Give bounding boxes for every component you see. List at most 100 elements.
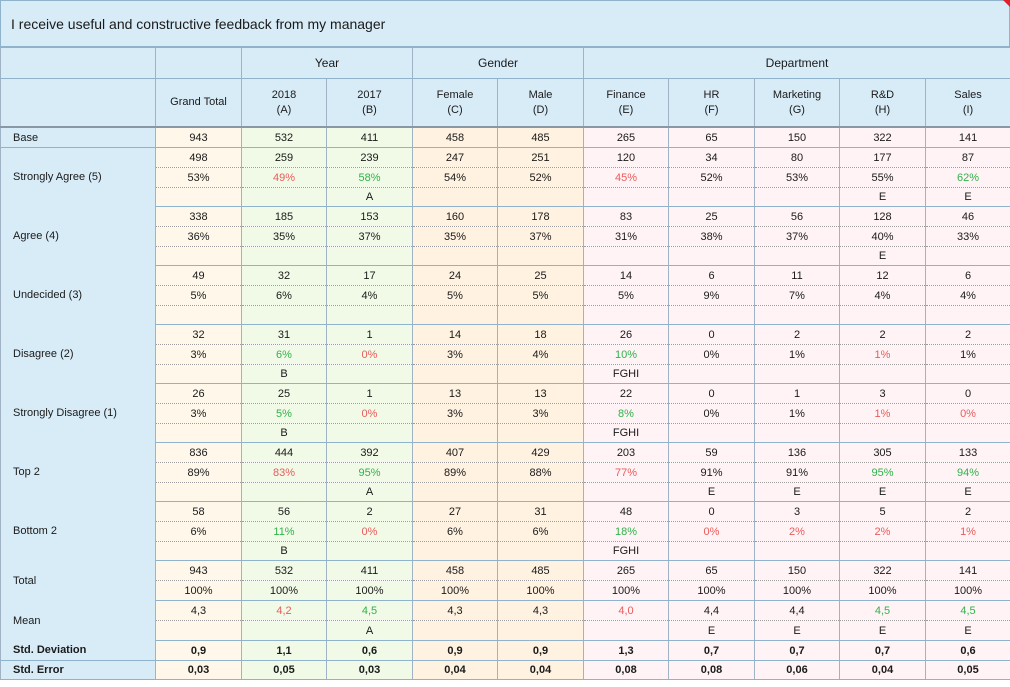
table-cell: 322 [839, 127, 926, 148]
table-cell [754, 541, 840, 561]
table-cell: 0% [326, 344, 413, 365]
corner-header-cell [0, 78, 156, 128]
table-cell: 37% [497, 226, 584, 247]
row-label[interactable]: Strongly Disagree (1) [0, 383, 156, 443]
table-cell: 25 [497, 265, 584, 286]
table-cell: 3% [155, 403, 242, 424]
table-cell: 11% [241, 521, 327, 542]
column-header-grand-total[interactable]: Grand Total [155, 78, 242, 128]
table-cell: 5% [241, 403, 327, 424]
row-label[interactable]: Base [0, 127, 156, 148]
table-row: B FGHI [1, 541, 1010, 561]
table-cell: 52% [668, 167, 755, 188]
table-cell: 100% [497, 580, 584, 601]
row-label[interactable]: Top 2 [0, 442, 156, 502]
table-cell: 203 [583, 442, 669, 463]
table-row [1, 305, 1010, 325]
table-cell: 6% [497, 521, 584, 542]
column-header-sales[interactable]: Sales (I) [924, 78, 1010, 128]
table-cell: 35% [412, 226, 498, 247]
row-label[interactable]: Agree (4) [0, 206, 156, 266]
table-cell: 31 [241, 324, 327, 345]
table-cell: 411 [326, 127, 413, 148]
table-cell [412, 423, 498, 443]
grand-total-group-cell [155, 47, 242, 79]
table-cell: 6% [241, 344, 327, 365]
table-cell: 265 [583, 560, 669, 581]
table-cell: 17 [326, 265, 413, 286]
table-cell: 120 [583, 147, 669, 168]
table-cell: 0,05 [241, 660, 327, 680]
table-cell: 53% [754, 167, 840, 188]
table-cell: B [241, 423, 327, 443]
table-cell: 407 [412, 442, 498, 463]
column-header-female[interactable]: Female (C) [412, 78, 498, 128]
table-cell: 485 [497, 560, 584, 581]
table-cell: 1% [924, 344, 1010, 365]
table-cell [583, 187, 669, 207]
table-row: 6% 11% 0% 6% 6% 18% 0% 2% 2% 1% [1, 521, 1010, 542]
table-cell: 34 [668, 147, 755, 168]
table-cell: 444 [241, 442, 327, 463]
table-cell: 177 [839, 147, 926, 168]
table-cell: 4% [497, 344, 584, 365]
table-cell: 836 [155, 442, 242, 463]
group-header-year[interactable]: Year [241, 47, 413, 79]
table-row: Bottom 2 58 56 2 27 31 48 0 3 5 2 [0, 501, 1010, 561]
table-cell: 3 [839, 383, 926, 404]
table-cell: 3% [412, 344, 498, 365]
table-cell: 12 [839, 265, 926, 286]
table-cell: 0,7 [754, 640, 840, 661]
column-header-male[interactable]: Male (D) [497, 78, 584, 128]
table-cell: 2% [754, 521, 840, 542]
row-label[interactable]: Bottom 2 [0, 501, 156, 561]
column-header-2017[interactable]: 2017 (B) [326, 78, 413, 128]
table-row: 100% 100% 100% 100% 100% 100% 100% 100% 100% 100% [1, 580, 1010, 601]
row-label[interactable]: Mean [0, 600, 156, 641]
table-cell: 3% [497, 403, 584, 424]
column-header-rnd[interactable]: R&D (H) [839, 78, 926, 128]
table-cell: 4,2 [241, 600, 327, 621]
table-cell: 532 [241, 560, 327, 581]
table-cell: 0% [668, 344, 755, 365]
group-header-gender[interactable]: Gender [412, 47, 584, 79]
table-cell: 48 [583, 501, 669, 522]
table-cell: 32 [241, 265, 327, 286]
table-cell: 0,03 [326, 660, 413, 680]
column-header-2018[interactable]: 2018 (A) [241, 78, 327, 128]
column-header-letter: (C) [447, 103, 463, 116]
table-cell: 25 [668, 206, 755, 227]
group-header-department[interactable]: Department [582, 47, 1010, 79]
column-header-hr[interactable]: HR (F) [668, 78, 755, 128]
table-cell: 458 [412, 127, 498, 148]
table-cell: 100% [839, 580, 926, 601]
table-cell: E [924, 620, 1010, 641]
row-label[interactable]: Total [0, 560, 156, 601]
row-label[interactable]: Strongly Agree (5) [0, 147, 156, 207]
table-row: B FGHI [1, 364, 1010, 384]
table-cell: 178 [497, 206, 584, 227]
row-label[interactable]: Std. Deviation [0, 640, 156, 661]
table-cell: 10% [583, 344, 669, 365]
table-cell: 1,1 [241, 640, 327, 661]
table-cell: 1 [326, 324, 413, 345]
column-header-name: Female [436, 88, 474, 101]
table-cell: 46 [924, 206, 1010, 227]
table-cell: 141 [924, 127, 1010, 148]
table-cell: 27 [412, 501, 498, 522]
row-label[interactable]: Std. Error [0, 660, 156, 680]
table-cell: B [241, 364, 327, 384]
table-cell: 25 [241, 383, 327, 404]
column-header-finance[interactable]: Finance (E) [583, 78, 669, 128]
table-cell [241, 482, 327, 502]
table-cell: 458 [412, 560, 498, 581]
row-label[interactable]: Undecided (3) [0, 265, 156, 325]
column-header-marketing[interactable]: Marketing (G) [754, 78, 840, 128]
table-row: E [1, 246, 1010, 266]
table-cell [497, 187, 584, 207]
table-cell: 18% [583, 521, 669, 542]
row-label[interactable]: Disagree (2) [0, 324, 156, 384]
crosstab-body: Base 943 532 411 458 485 265 65 150 322 141 Strongl… [0, 127, 1010, 680]
table-cell: 0,7 [668, 640, 755, 661]
table-cell: 150 [754, 560, 840, 581]
